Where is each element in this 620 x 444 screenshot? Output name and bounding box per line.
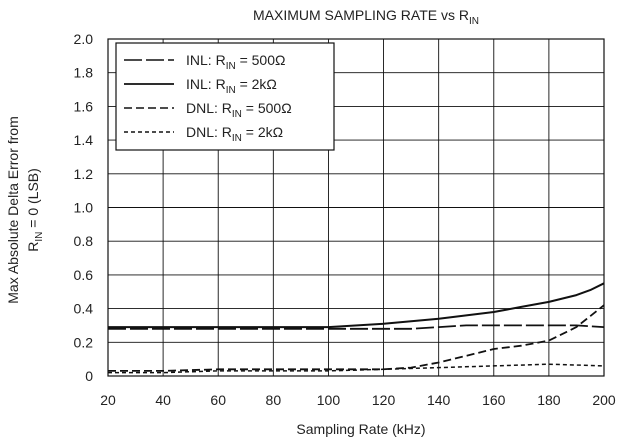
y-tick-label: 0.4	[74, 301, 94, 317]
y-tick-label: 1.8	[74, 65, 94, 81]
y-tick-label: 0.8	[74, 233, 94, 249]
y-tick-label: 0	[85, 368, 93, 384]
x-tick-label: 140	[427, 392, 451, 408]
x-tick-label: 100	[317, 392, 341, 408]
x-axis-label: Sampling Rate (kHz)	[296, 421, 425, 437]
x-tick-label: 40	[155, 392, 171, 408]
x-tick-label: 80	[266, 392, 282, 408]
y-axis-label-line1: Max Absolute Delta Error from	[5, 116, 21, 304]
x-tick-label: 60	[210, 392, 226, 408]
y-tick-label: 0.6	[74, 267, 94, 283]
x-tick-label: 200	[592, 392, 616, 408]
y-tick-label: 1.2	[74, 166, 94, 182]
y-tick-label: 1.0	[74, 200, 94, 216]
y-tick-label: 1.4	[74, 132, 94, 148]
x-tick-label: 160	[482, 392, 506, 408]
series-layer	[108, 282, 605, 374]
x-tick-label: 20	[100, 392, 116, 408]
series-line-inl-2k	[108, 282, 605, 329]
series-line-inl-500	[108, 324, 605, 330]
series-line-dnl-2k	[108, 363, 605, 374]
y-axis-label-line2: RIN = 0 (LSB)	[25, 168, 45, 252]
legend-label-inl-2k: INL: RIN = 2kΩ	[186, 76, 277, 96]
series-line-dnl-500	[108, 304, 605, 372]
x-tick-label: 180	[537, 392, 561, 408]
y-tick-label: 0.2	[74, 334, 94, 350]
y-axis-label: Max Absolute Delta Error from RIN = 0 (L…	[5, 116, 45, 304]
chart-title: MAXIMUM SAMPLING RATE vs RIN	[253, 7, 479, 27]
legend-label-inl-500: INL: RIN = 500Ω	[186, 52, 285, 72]
plot-frame	[107, 38, 605, 377]
legend: INL: RIN = 500Ω INL: RIN = 2kΩ DNL: RIN …	[115, 42, 335, 151]
x-tick-labels: 20 40 60 80 100 120 140 160 180 200	[100, 392, 616, 408]
legend-label-dnl-500: DNL: RIN = 500Ω	[186, 100, 292, 120]
y-tick-label: 1.6	[74, 98, 94, 114]
legend-label-dnl-2k: DNL: RIN = 2kΩ	[186, 124, 283, 144]
y-tick-label: 2.0	[74, 31, 94, 47]
x-tick-label: 120	[372, 392, 396, 408]
y-tick-labels: 0 0.2 0.4 0.6 0.8 1.0 1.2 1.4 1.6 1.8 2.0	[74, 31, 94, 384]
